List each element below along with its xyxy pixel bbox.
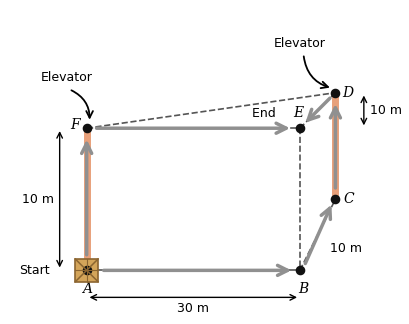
Text: 10 m: 10 m <box>330 242 362 255</box>
Text: D: D <box>342 86 354 100</box>
Point <box>332 197 339 202</box>
Point <box>297 126 303 131</box>
Point <box>332 90 339 95</box>
Text: B: B <box>298 282 308 296</box>
Text: Elevator: Elevator <box>41 71 93 84</box>
Text: 10 m: 10 m <box>370 104 402 117</box>
Text: Start: Start <box>19 264 50 277</box>
Text: Elevator: Elevator <box>274 37 326 50</box>
Text: A: A <box>82 282 92 296</box>
Text: 30 m: 30 m <box>177 302 209 315</box>
Point <box>83 126 90 131</box>
Text: End: End <box>252 107 280 120</box>
Point <box>297 268 303 273</box>
Text: F: F <box>70 118 80 133</box>
Bar <box>75 259 98 282</box>
Point <box>83 268 90 273</box>
Text: 10 m: 10 m <box>22 193 54 206</box>
Text: E: E <box>293 106 303 120</box>
Text: C: C <box>344 192 355 206</box>
